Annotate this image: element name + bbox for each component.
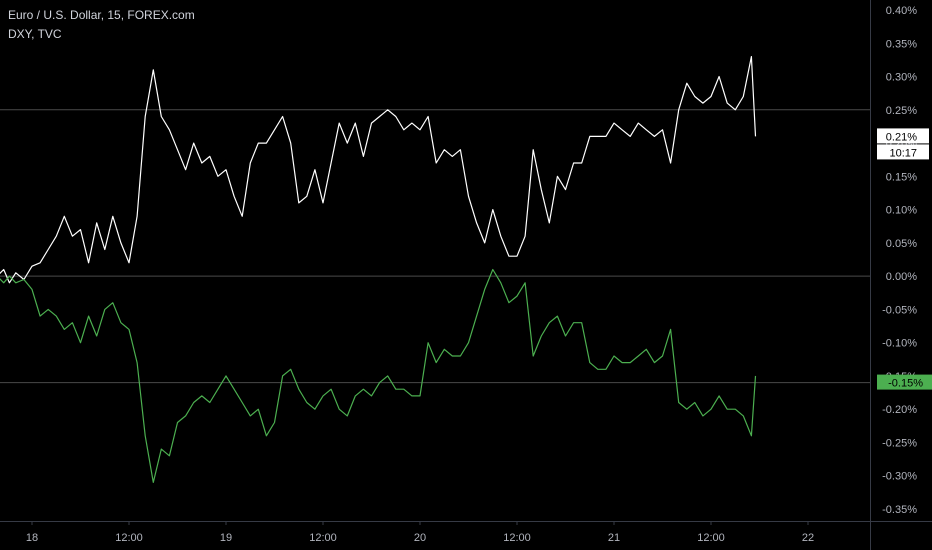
compare-value-tag-text: -0.15% xyxy=(888,378,923,390)
x-tick-label: 12:00 xyxy=(309,532,337,544)
legend-main-series[interactable]: Euro / U.S. Dollar, 15, FOREX.com xyxy=(8,8,195,22)
y-tick-label: -0.30% xyxy=(882,471,917,483)
y-tick-label: 0.00% xyxy=(886,271,917,283)
y-tick-label: 0.35% xyxy=(886,38,917,50)
series-line-0 xyxy=(0,55,757,284)
y-tick-label: 0.05% xyxy=(886,238,917,250)
y-tick-label: 0.30% xyxy=(886,72,917,84)
y-tick-label: 0.25% xyxy=(886,105,917,117)
x-tick-label: 12:00 xyxy=(503,532,531,544)
x-tick-label: 22 xyxy=(802,532,814,544)
legend-compare-series[interactable]: DXY, TVC xyxy=(8,27,62,41)
y-tick-label: -0.25% xyxy=(882,437,917,449)
main-value-tag-text: 0.21% xyxy=(886,131,917,143)
y-tick-label: 0.15% xyxy=(886,171,917,183)
y-tick-label: -0.35% xyxy=(882,504,917,516)
x-tick-label: 12:00 xyxy=(697,532,725,544)
countdown-tag-text: 10:17 xyxy=(889,147,917,159)
y-tick-label: 0.40% xyxy=(886,5,917,17)
y-tick-label: -0.20% xyxy=(882,404,917,416)
x-tick-label: 19 xyxy=(220,532,232,544)
compare-value-tag xyxy=(877,374,932,390)
y-tick-label: -0.10% xyxy=(882,338,917,350)
countdown-tag xyxy=(877,144,929,160)
chart-legend: Euro / U.S. Dollar, 15, FOREX.com DXY, T… xyxy=(8,6,195,44)
x-tick-label: 18 xyxy=(26,532,38,544)
y-tick-label: -0.05% xyxy=(882,304,917,316)
main-value-tag xyxy=(877,128,929,144)
x-tick-label: 12:00 xyxy=(115,532,143,544)
series-line-1 xyxy=(0,268,757,483)
y-tick-label: 0.10% xyxy=(886,205,917,217)
x-tick-label: 20 xyxy=(414,532,426,544)
x-tick-label: 21 xyxy=(608,532,620,544)
